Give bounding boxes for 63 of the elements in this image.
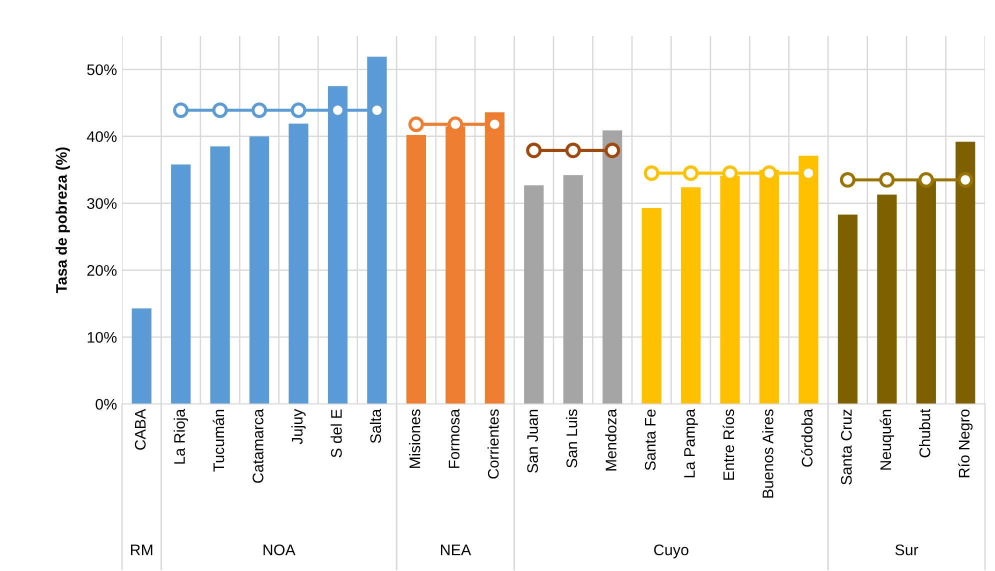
point bbox=[252, 102, 268, 118]
point bbox=[290, 102, 306, 118]
x-tick-label: Santa Cruz bbox=[840, 410, 852, 485]
bar bbox=[171, 164, 191, 404]
x-tick-label: Misiones bbox=[409, 409, 420, 468]
y-tick-label: 50% bbox=[87, 64, 117, 76]
x-tick-label: Catamarca bbox=[252, 408, 264, 483]
bar bbox=[132, 308, 152, 404]
bar bbox=[916, 180, 936, 404]
text: Cuyo bbox=[654, 544, 688, 558]
x-tick-label: S del E bbox=[330, 410, 342, 458]
point bbox=[840, 172, 856, 188]
point bbox=[173, 102, 189, 118]
x-tick-label: Formosa bbox=[448, 408, 460, 468]
x-tick-label: Tucumán bbox=[212, 410, 224, 472]
point bbox=[526, 142, 542, 158]
point bbox=[918, 172, 934, 188]
bar bbox=[406, 135, 426, 404]
bar bbox=[877, 194, 897, 404]
x-tick-label: CABA bbox=[134, 408, 146, 450]
x-tick-label: San Luis bbox=[566, 409, 578, 468]
bar bbox=[642, 208, 662, 404]
point bbox=[958, 172, 974, 188]
text: NEA bbox=[440, 544, 472, 556]
point bbox=[879, 172, 895, 188]
point bbox=[604, 142, 620, 158]
bar bbox=[838, 214, 858, 404]
point bbox=[212, 102, 228, 118]
point bbox=[565, 142, 581, 158]
bar bbox=[680, 187, 701, 404]
y-tick-label: 10% bbox=[88, 332, 117, 343]
bar bbox=[956, 142, 976, 404]
x-tick-label: Corrientes bbox=[488, 409, 499, 479]
text: RM bbox=[130, 544, 152, 556]
bar bbox=[210, 146, 230, 404]
text: NOA bbox=[264, 544, 296, 556]
x-tick-label: Chubut bbox=[919, 408, 930, 458]
x-tick-label: La Pampa bbox=[684, 408, 698, 478]
y-tick-label: 20% bbox=[87, 265, 117, 276]
x-tick-label: San Juan bbox=[527, 410, 538, 473]
x-tick-label: Córdoba bbox=[801, 408, 813, 467]
y-axis-title: Tasa de pobreza (%) bbox=[56, 147, 70, 294]
y-tick-label: 40% bbox=[86, 131, 117, 142]
x-tick-label: Entre Ríos bbox=[722, 409, 734, 480]
x-tick-label: Mendoza bbox=[605, 408, 616, 470]
bar bbox=[288, 124, 308, 404]
text: Sur bbox=[895, 544, 918, 556]
bar bbox=[563, 175, 583, 404]
y-tick-label: 30% bbox=[87, 198, 117, 209]
bar bbox=[249, 136, 270, 404]
x-tick-label: Salta bbox=[370, 408, 382, 443]
x-tick-label: Neuquén bbox=[880, 410, 894, 470]
bar bbox=[524, 185, 544, 404]
x-tick-label: La Rioja bbox=[174, 408, 188, 464]
x-tick-label: Río Negro bbox=[958, 410, 973, 478]
point bbox=[644, 165, 660, 181]
y-tick-label: 0% bbox=[96, 398, 117, 410]
x-tick-label: Santa Fe bbox=[644, 410, 656, 470]
x-tick-label: Buenos Aires bbox=[762, 409, 774, 498]
point bbox=[408, 116, 424, 132]
bar bbox=[602, 130, 622, 404]
point bbox=[683, 165, 699, 181]
x-tick-label: Jujuy bbox=[291, 408, 306, 444]
